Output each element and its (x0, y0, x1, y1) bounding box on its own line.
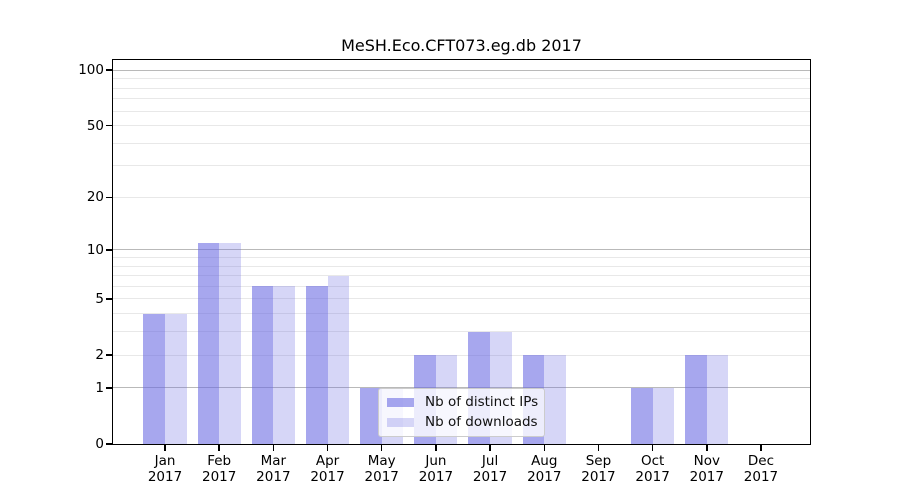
x-tick-label-dec: Dec 2017 (743, 453, 779, 485)
gridline-y-60 (113, 110, 810, 112)
bar-mar-downloads (273, 286, 295, 444)
x-tick-may (380, 445, 383, 451)
x-tick-sep (597, 445, 600, 451)
legend-item-distinct-ips: Nb of distinct IPs (387, 394, 539, 411)
legend-item-downloads: Nb of downloads (387, 413, 538, 431)
bar-may-distinct-ips (360, 387, 382, 444)
bar-oct-downloads (652, 387, 675, 444)
bar-nov-downloads (706, 355, 729, 444)
gridline-y-100 (113, 69, 810, 71)
gridline-y-40 (113, 142, 810, 144)
y-tick-50 (106, 124, 113, 127)
plot-area (113, 60, 810, 444)
x-tick-jan (164, 445, 166, 451)
gridline-y-70 (113, 98, 810, 100)
gridline-y-3 (113, 331, 810, 333)
gridline-y-1 (113, 387, 810, 389)
x-tick-nov (706, 445, 708, 451)
gridline-y-6 (113, 285, 810, 287)
gridline-y-20 (113, 196, 810, 198)
y-tick-1 (106, 387, 113, 389)
bar-jan-downloads (165, 313, 187, 444)
y-tick-label-50: 50 (86, 117, 104, 134)
x-tick-label-mar: Mar 2017 (256, 453, 291, 485)
bar-nov-distinct-ips (685, 355, 707, 444)
y-tick-10 (106, 249, 113, 251)
y-tick-100 (106, 69, 113, 71)
bar-oct-distinct-ips (631, 387, 653, 444)
gridline-y-8 (113, 265, 810, 267)
y-tick-0 (106, 443, 113, 445)
legend-swatch-downloads (387, 417, 414, 427)
chart-title: MeSH.Eco.CFT073.eg.db 2017 (341, 36, 582, 55)
gridline-y-9 (113, 256, 810, 258)
x-tick-dec (760, 445, 762, 451)
x-tick-feb (218, 445, 220, 451)
bar-jan-distinct-ips (143, 313, 165, 444)
x-tick-aug (543, 445, 545, 451)
gridline-y-90 (113, 78, 810, 80)
x-tick-label-feb: Feb 2017 (201, 453, 237, 485)
legend-label-distinct-ips: Nb of distinct IPs (425, 394, 539, 411)
x-tick-label-apr: Apr 2017 (310, 453, 345, 485)
y-tick-label-2: 2 (95, 347, 104, 363)
bar-apr-distinct-ips (305, 286, 328, 444)
y-tick-label-100: 100 (78, 62, 104, 79)
bar-apr-downloads (327, 275, 350, 444)
x-tick-mar (272, 445, 275, 451)
y-tick-label-20: 20 (86, 189, 104, 206)
y-tick-5 (106, 298, 113, 300)
y-tick-20 (106, 196, 113, 199)
gridline-y-80 (113, 87, 810, 89)
gridline-y-30 (113, 165, 810, 167)
x-tick-jun (435, 445, 437, 451)
y-tick-label-0: 0 (95, 436, 104, 452)
x-tick-label-jul: Jul 2017 (472, 453, 508, 485)
legend-swatch-distinct-ips (387, 398, 414, 408)
x-tick-label-aug: Aug 2017 (527, 453, 562, 485)
x-tick-apr (326, 445, 329, 451)
x-tick-label-sep: Sep 2017 (581, 453, 616, 485)
gridline-y-2 (113, 354, 810, 356)
y-tick-label-10: 10 (86, 241, 104, 258)
x-tick-label-may: May 2017 (364, 453, 399, 485)
bar-mar-distinct-ips (251, 286, 274, 444)
legend: Nb of distinct IPs Nb of downloads (378, 388, 545, 437)
x-tick-oct (651, 445, 654, 451)
gridline-y-10 (113, 249, 810, 251)
bar-feb-downloads (219, 242, 241, 444)
x-tick-label-jun: Jun 2017 (418, 453, 454, 485)
legend-label-downloads: Nb of downloads (425, 413, 538, 430)
bar-aug-downloads (544, 355, 566, 444)
x-tick-label-oct: Oct 2017 (635, 453, 670, 485)
y-tick-label-5: 5 (95, 290, 104, 307)
y-tick-2 (106, 354, 113, 356)
y-tick-label-1: 1 (95, 379, 104, 396)
bar-feb-distinct-ips (197, 242, 220, 444)
x-tick-label-nov: Nov 2017 (689, 453, 724, 485)
gridline-y-5 (113, 298, 810, 300)
gridline-y-7 (113, 275, 810, 277)
gridline-y-50 (113, 125, 810, 127)
x-tick-jul (489, 445, 491, 451)
x-tick-label-jan: Jan 2017 (147, 453, 183, 485)
gridline-y-4 (113, 313, 810, 315)
